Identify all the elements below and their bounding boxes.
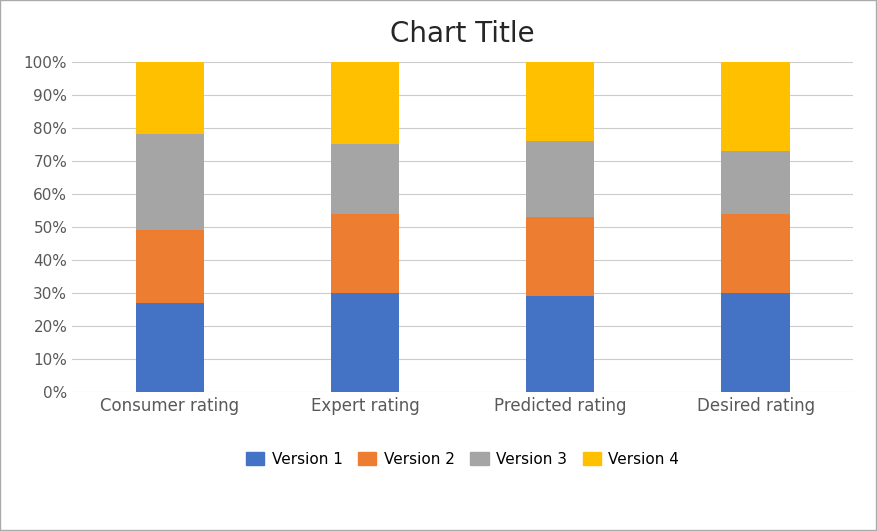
Bar [722,151,790,213]
Bar [331,213,399,293]
Bar [136,62,204,134]
Bar [526,217,595,296]
Bar [136,303,204,392]
Bar [331,144,399,213]
Bar [526,296,595,392]
Bar [136,230,204,303]
Title: Chart Title: Chart Title [390,20,535,48]
Bar [526,141,595,217]
Legend: Version 1, Version 2, Version 3, Version 4: Version 1, Version 2, Version 3, Version… [240,446,686,473]
Bar [331,62,399,144]
Bar [136,134,204,230]
Bar [722,62,790,151]
Bar [722,213,790,293]
Bar [526,62,595,141]
Bar [722,293,790,392]
Bar [331,293,399,392]
